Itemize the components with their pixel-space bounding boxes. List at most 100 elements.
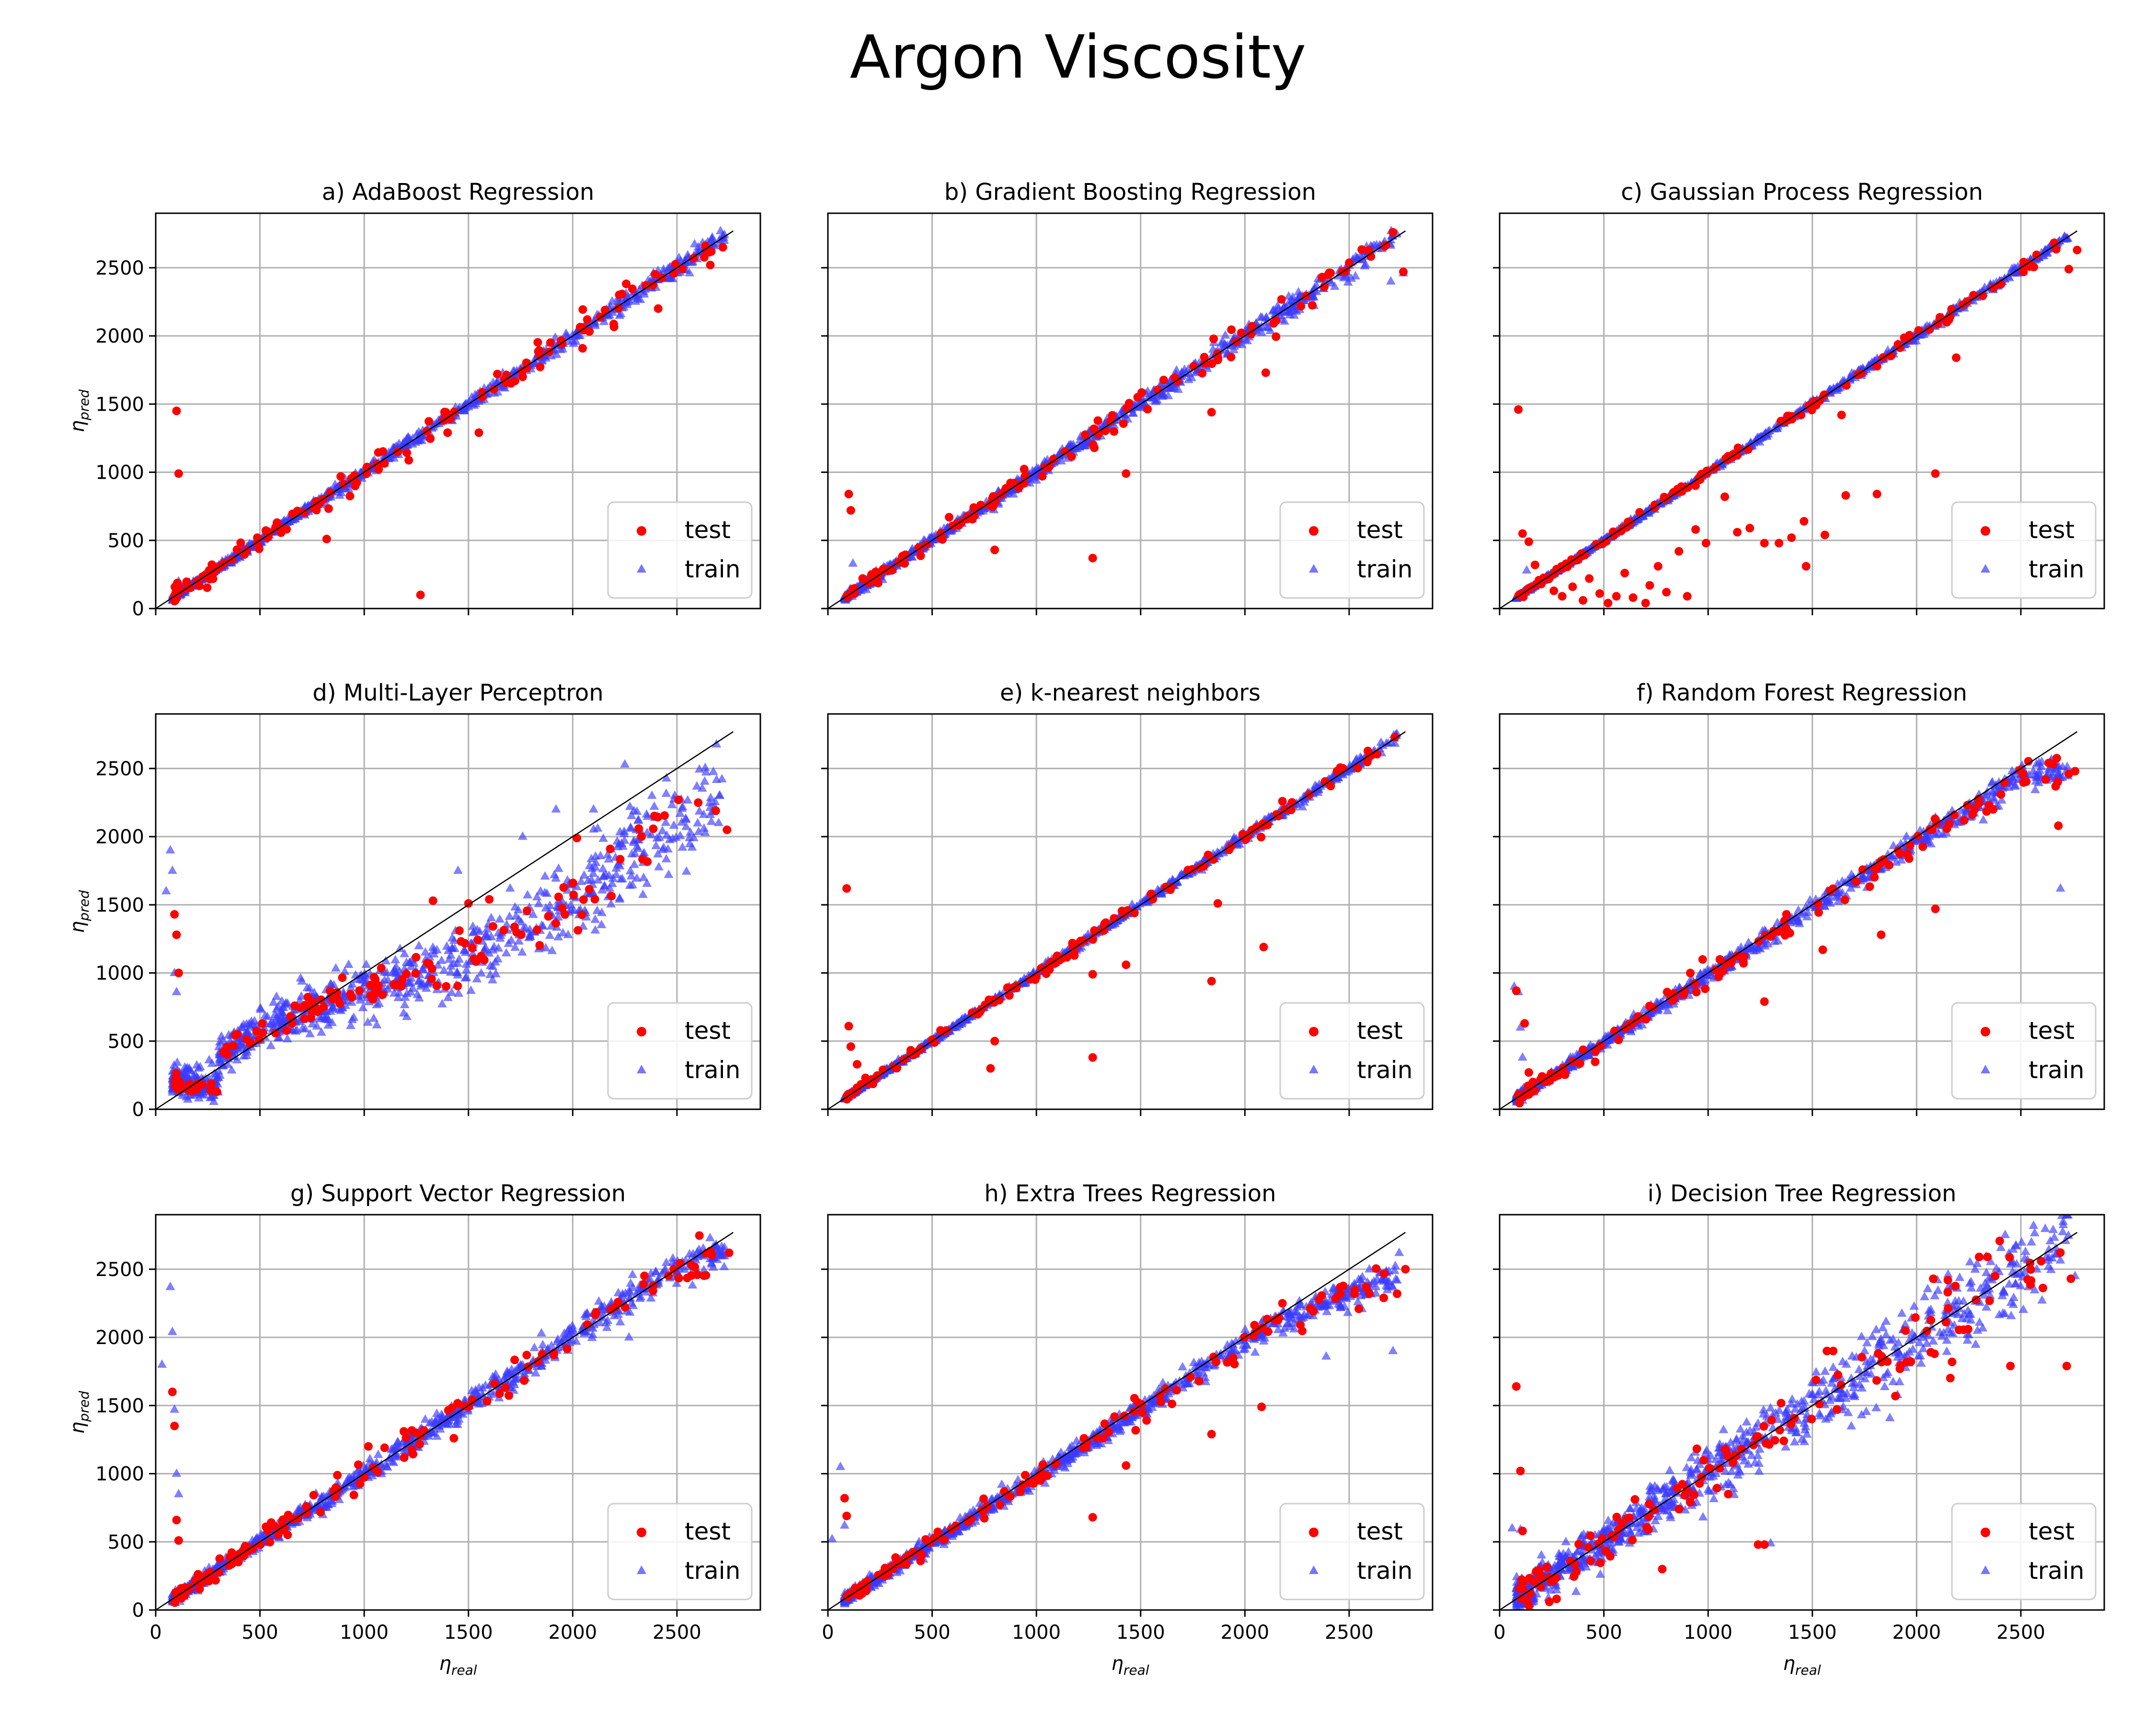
train-point: [1845, 374, 1855, 382]
train-point: [502, 919, 512, 928]
test-point: [660, 811, 669, 820]
y-tick-label: 1000: [95, 963, 144, 985]
test-point: [1604, 598, 1613, 608]
test-point: [1608, 527, 1617, 536]
train-point: [613, 859, 623, 868]
test-point: [1093, 416, 1102, 425]
train-point: [1237, 339, 1247, 348]
train-point: [495, 933, 505, 942]
train-point: [486, 912, 496, 921]
train-point: [393, 992, 403, 1001]
test-point: [718, 243, 727, 252]
test-point: [1683, 483, 1692, 492]
test-point: [2073, 245, 2082, 254]
test-point: [1635, 508, 1644, 517]
test-point: [536, 362, 545, 371]
train-point: [282, 517, 292, 526]
test-point: [985, 500, 994, 509]
train-point: [699, 823, 709, 832]
test-point: [622, 279, 631, 288]
test-point: [1214, 354, 1223, 363]
train-point: [437, 999, 447, 1008]
train-point: [525, 932, 535, 940]
test-point: [424, 417, 434, 426]
train-point: [1216, 338, 1226, 347]
train-point: [194, 1093, 204, 1102]
test-point: [573, 926, 583, 935]
train-point: [590, 914, 600, 923]
test-point: [1645, 581, 1654, 590]
test-point: [990, 545, 999, 554]
train-point: [603, 850, 613, 858]
test-point: [914, 543, 923, 552]
test-point: [453, 981, 462, 990]
test-point: [1568, 582, 1577, 591]
train-point: [661, 788, 671, 797]
train-point: [268, 1019, 278, 1028]
train-point: [1166, 383, 1176, 392]
test-point: [450, 407, 459, 416]
train-point: [241, 1050, 252, 1059]
test-point: [1200, 353, 1209, 362]
train-point: [1351, 252, 1361, 260]
train-point: [272, 991, 282, 1000]
train-point: [403, 432, 413, 441]
train-point: [327, 1017, 337, 1026]
train-point: [576, 876, 586, 885]
train-point: [653, 849, 663, 858]
test-point: [1573, 555, 1583, 564]
train-point: [598, 833, 608, 842]
test-point: [1931, 469, 1940, 478]
train-point: [2039, 250, 2049, 259]
test-point: [1947, 305, 1956, 314]
train-point: [630, 859, 639, 868]
train-point: [1149, 393, 1158, 402]
train-point: [476, 968, 486, 977]
train-point: [167, 865, 177, 874]
train-point: [1522, 565, 1532, 574]
train-point: [593, 875, 603, 884]
test-point: [325, 986, 334, 995]
train-point: [1157, 391, 1167, 400]
train-point: [381, 955, 391, 965]
test-point: [488, 922, 497, 931]
test-point: [1595, 589, 1604, 598]
train-point: [383, 975, 393, 984]
y-tick-label: 2000: [95, 826, 144, 848]
test-point: [229, 1041, 238, 1050]
test-point: [207, 1079, 216, 1088]
test-point: [477, 952, 486, 961]
test-point: [1323, 270, 1332, 279]
train-point: [444, 954, 454, 963]
test-point: [641, 281, 650, 290]
train-point: [204, 1055, 214, 1063]
train-point: [570, 331, 580, 340]
test-point: [380, 459, 389, 468]
train-point: [229, 1051, 239, 1060]
test-point: [1660, 493, 1669, 502]
test-point: [1598, 540, 1607, 549]
train-point: [1261, 312, 1272, 321]
train-point: [714, 817, 723, 827]
train-point: [586, 874, 596, 884]
train-point: [460, 973, 470, 982]
train-point: [495, 914, 505, 923]
train-point: [246, 1016, 256, 1025]
test-point: [1612, 592, 1621, 601]
train-point: [706, 816, 716, 825]
y-tick-label: 2500: [95, 257, 144, 279]
train-point: [700, 828, 710, 836]
train-point: [553, 932, 563, 941]
train-point: [452, 967, 462, 976]
train-point: [453, 958, 462, 967]
train-point: [1293, 295, 1303, 303]
test-point: [1119, 419, 1128, 428]
train-point: [418, 431, 427, 440]
train-point: [665, 262, 676, 271]
test-point: [579, 895, 588, 904]
train-point: [591, 857, 601, 866]
train-point: [705, 809, 715, 818]
train-point: [701, 767, 711, 776]
train-point: [708, 766, 718, 775]
